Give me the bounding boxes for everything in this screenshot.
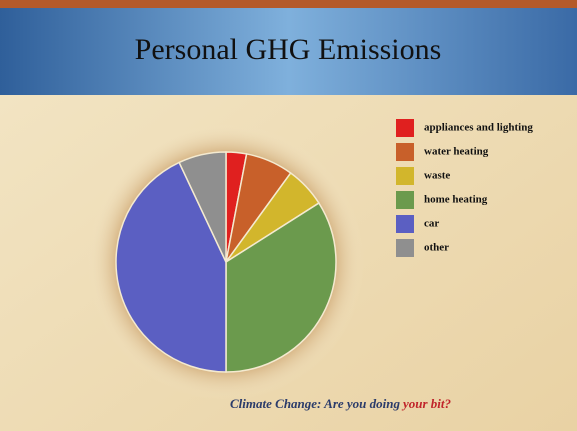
legend-swatch xyxy=(396,239,414,257)
legend-label: waste xyxy=(424,170,450,182)
footer-highlight: your bit? xyxy=(401,396,452,411)
legend-label: other xyxy=(424,242,449,254)
chart-title: Personal GHG Emissions xyxy=(135,33,442,66)
legend-label: car xyxy=(424,218,439,230)
legend-swatch xyxy=(396,191,414,209)
legend-swatch xyxy=(396,143,414,161)
legend-label: appliances and lighting xyxy=(424,122,533,134)
pie-slice xyxy=(178,151,227,263)
legend-label: water heating xyxy=(424,146,489,158)
footer-text: Climate Change: Are you doing xyxy=(230,396,400,411)
legend-swatch xyxy=(396,215,414,233)
legend-swatch xyxy=(396,119,414,137)
legend-swatch xyxy=(396,167,414,185)
pie-slice xyxy=(115,161,227,373)
pie-slice xyxy=(225,202,337,373)
banner xyxy=(0,0,577,95)
pie xyxy=(115,151,337,373)
legend-label: home heating xyxy=(424,194,488,206)
top-strip xyxy=(0,0,577,8)
legend: appliances and lighting water heating wast… xyxy=(396,119,533,257)
